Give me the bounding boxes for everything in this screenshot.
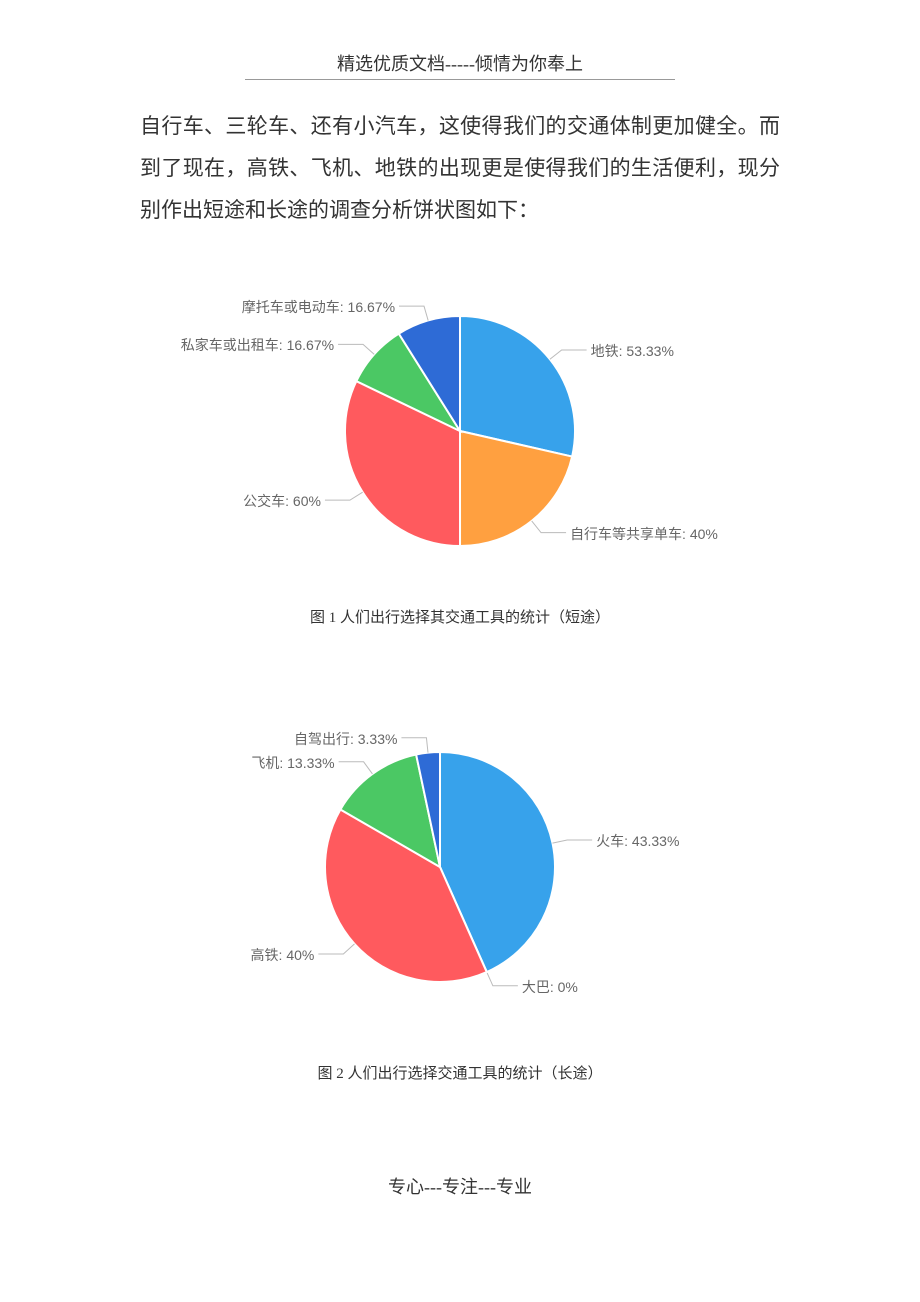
body-paragraph: 自行车、三轮车、还有小汽车，这使得我们的交通体制更加健全。而到了现在，高铁、飞机… — [140, 105, 780, 231]
pie-label-地铁: 地铁: 53.33% — [591, 341, 674, 361]
chart1-section: 地铁: 53.33% 自行车等共享单车: 40% 公交车: 60% 私家车或出租车: … — [140, 251, 780, 687]
pie-label-高铁: 高铁: 40% — [251, 945, 315, 965]
pie-label-摩托车或电动车: 摩托车或电动车: 16.67% — [242, 297, 395, 317]
chart2-pie: 火车: 43.33% 大巴: 0% 高铁: 40% 飞机: 13.33% 自驾出行: 3… — [240, 717, 680, 1037]
pie-label-火车: 火车: 43.33% — [596, 831, 679, 851]
pie-label-大巴: 大巴: 0% — [522, 977, 578, 997]
leader-line — [532, 521, 566, 533]
pie-label-自行车等共享单车: 自行车等共享单车: 40% — [570, 524, 718, 544]
leader-line — [339, 762, 373, 774]
leader-line — [325, 492, 363, 500]
leader-line — [399, 306, 428, 320]
document-page: 精选优质文档-----倾情为你奉上 自行车、三轮车、还有小汽车，这使得我们的交通… — [0, 0, 920, 1239]
chart2-caption: 图 2 人们出行选择交通工具的统计（长途） — [317, 1062, 602, 1083]
chart1-caption: 图 1 人们出行选择其交通工具的统计（短途） — [310, 606, 610, 627]
pie-label-自驾出行: 自驾出行: 3.33% — [294, 729, 397, 749]
leader-line — [550, 350, 587, 359]
leader-line — [318, 944, 354, 954]
leader-line — [487, 972, 518, 986]
pie-label-私家车或出租车: 私家车或出租车: 16.67% — [181, 335, 334, 355]
chart1-pie: 地铁: 53.33%自行车等共享单车: 40%公交车: 60%私家车或出租车: … — [220, 281, 700, 581]
leader-line — [338, 344, 374, 354]
page-footer: 专心---专注---专业 — [140, 1173, 780, 1199]
chart2-section: 火车: 43.33% 大巴: 0% 高铁: 40% 飞机: 13.33% 自驾出行: 3… — [140, 687, 780, 1143]
page-header: 精选优质文档-----倾情为你奉上 — [245, 50, 675, 80]
pie-label-公交车: 公交车: 60% — [243, 491, 321, 511]
leader-line — [401, 738, 428, 753]
leader-line — [552, 840, 592, 843]
pie-label-飞机: 飞机: 13.33% — [251, 753, 334, 773]
